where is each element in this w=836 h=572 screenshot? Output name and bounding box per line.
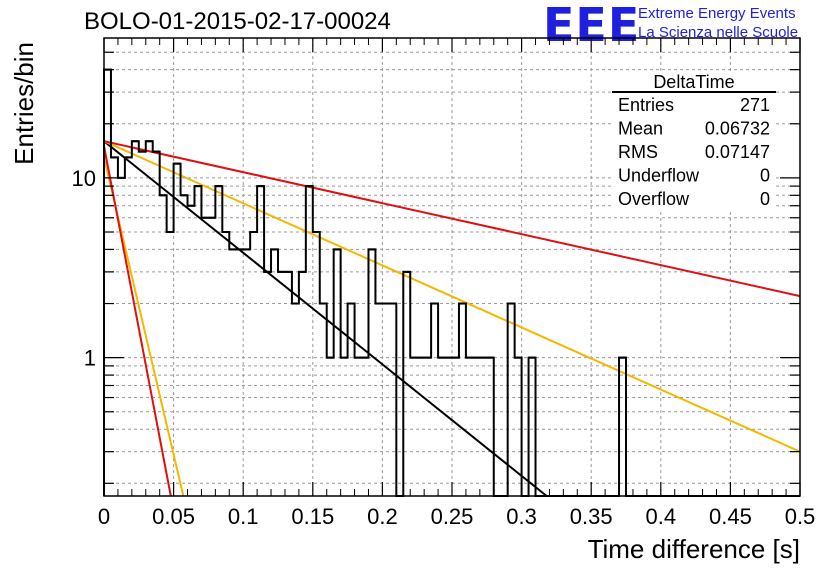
- fit-line: [103, 140, 801, 298]
- fit-line: [103, 140, 548, 497]
- y-tick-label: 10: [72, 166, 96, 191]
- stats-label: Entries: [618, 95, 674, 115]
- fit-line: [103, 140, 801, 453]
- fit-line: [103, 146, 172, 497]
- stats-title: DeltaTime: [653, 72, 734, 92]
- eee-logo-caption: Extreme Energy Events La Scienza nelle S…: [638, 4, 798, 42]
- x-tick-label: 0.1: [228, 504, 259, 529]
- stats-value: 0.06732: [705, 119, 770, 139]
- fit-lines: [103, 140, 801, 497]
- x-tick-label: 0.45: [709, 504, 752, 529]
- x-axis-label: Time difference [s]: [588, 534, 800, 564]
- logo-line-2: La Scienza nelle Scuole: [638, 24, 799, 41]
- stats-value: 0: [760, 189, 770, 209]
- x-tick-label: 0.35: [570, 504, 613, 529]
- stats-label: Overflow: [618, 189, 690, 209]
- x-tick-label: 0.2: [367, 504, 398, 529]
- stats-label: Mean: [618, 119, 663, 139]
- x-tick-label: 0.5: [785, 504, 816, 529]
- stats-value: 0: [760, 166, 770, 186]
- x-tick-label: 0.05: [152, 504, 195, 529]
- stats-box: DeltaTime Entries 271 Mean 0.06732 RMS 0.07147…: [612, 72, 776, 212]
- run-title: BOLO-01-2015-02-17-00024: [84, 8, 391, 35]
- stats-box-background: [612, 72, 776, 212]
- stats-value: 0.07147: [705, 142, 770, 162]
- x-tick-label: 0.4: [646, 504, 677, 529]
- y-axis-label: Entries/bin: [9, 42, 39, 165]
- axes: 0 0.05 0.1 0.15 0.2 0.25 0.3 0.35 0.4 0.45 0.5 1 10: [72, 37, 816, 529]
- stats-label: Underflow: [618, 166, 700, 186]
- x-tick-label: 0.3: [506, 504, 537, 529]
- x-tick-label: 0.25: [431, 504, 474, 529]
- logo-line-1: Extreme Energy Events: [638, 5, 796, 22]
- stats-value: 271: [740, 95, 770, 115]
- x-tick-label: 0: [98, 504, 110, 529]
- x-tick-label: 0.15: [291, 504, 334, 529]
- stats-label: RMS: [618, 142, 658, 162]
- y-tick-label: 1: [84, 346, 96, 371]
- grid-lines: [104, 38, 800, 496]
